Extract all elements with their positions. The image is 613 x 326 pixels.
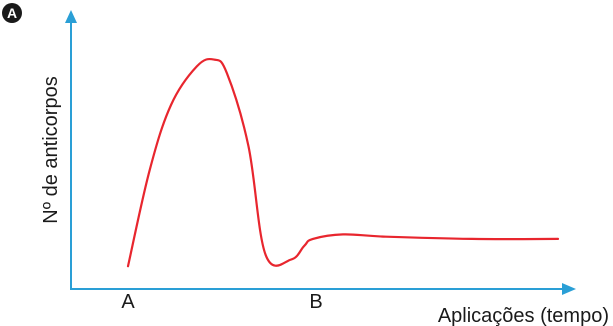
x-marker-b: B (309, 291, 322, 313)
panel-badge (2, 3, 22, 23)
x-marker-a: A (121, 291, 135, 313)
y-axis-arrow-icon (65, 10, 77, 23)
panel-label: A (7, 5, 17, 21)
y-axis-title: Nº de anticorpos (40, 76, 62, 223)
x-axis-title: Aplicações (tempo) (438, 305, 609, 326)
series-line (126, 57, 560, 268)
x-axis-arrow-icon (562, 283, 576, 295)
